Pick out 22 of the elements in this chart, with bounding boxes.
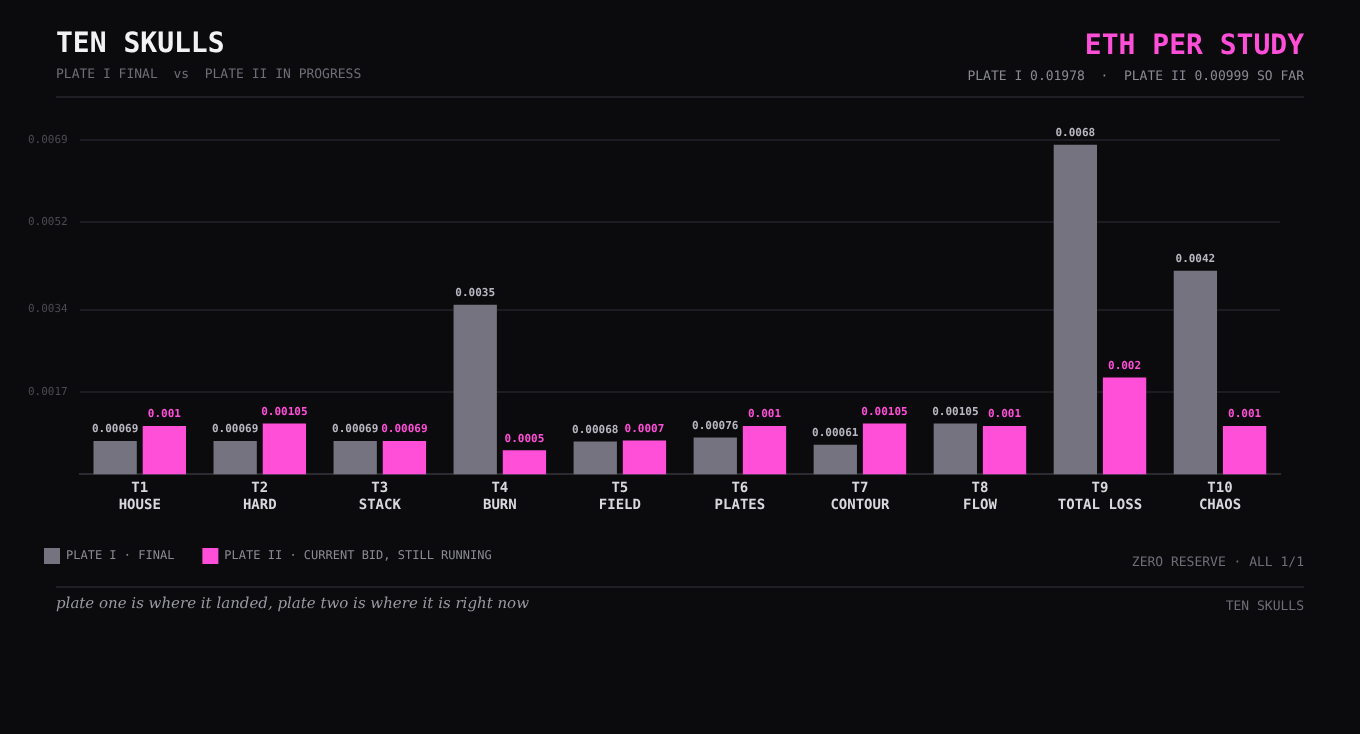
bar xyxy=(213,440,257,475)
chart-title: TEN SKULLS xyxy=(56,28,225,60)
text: ETH PER STUDY xyxy=(1084,30,1304,62)
bar xyxy=(933,423,977,475)
bar xyxy=(622,440,667,475)
bar xyxy=(1173,270,1218,475)
bar xyxy=(693,437,737,475)
bar xyxy=(742,425,787,475)
bar xyxy=(382,440,427,475)
bar xyxy=(1053,144,1098,475)
bar xyxy=(453,304,497,475)
bar xyxy=(142,425,187,475)
bar xyxy=(813,444,857,475)
bar xyxy=(573,441,617,475)
bar xyxy=(333,440,377,475)
bar xyxy=(1222,425,1267,475)
bar xyxy=(502,450,547,475)
bar xyxy=(1102,377,1147,475)
bar xyxy=(862,423,907,475)
bar xyxy=(982,425,1027,475)
bar xyxy=(93,440,137,475)
bar xyxy=(262,423,307,475)
